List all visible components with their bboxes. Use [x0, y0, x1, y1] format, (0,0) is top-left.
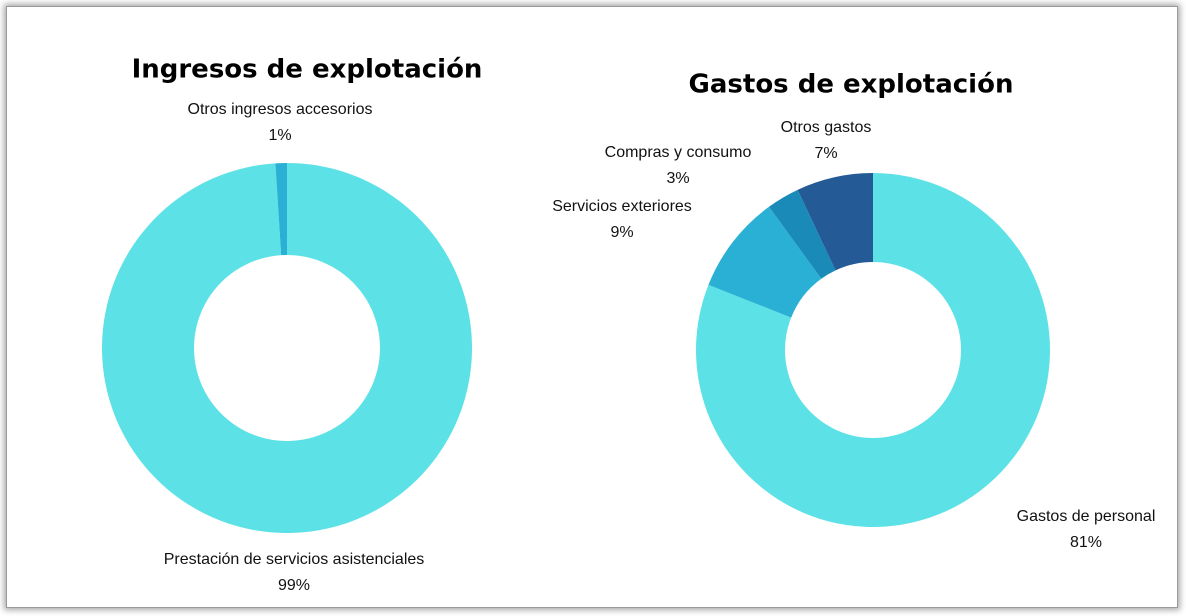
chart-title: Gastos de explotación — [689, 70, 1014, 100]
slice-value-label: 81% — [1070, 534, 1102, 551]
donut-slice — [696, 173, 1051, 527]
donut-slice — [708, 206, 822, 318]
donut-slice — [768, 189, 836, 279]
slice-label: Servicios exteriores — [552, 198, 692, 215]
slice-label: Gastos de personal — [1017, 508, 1156, 525]
slice-label: Prestación de servicios asistenciales — [164, 551, 425, 568]
slice-value-label: 7% — [814, 145, 837, 162]
chart-title: Ingresos de explotación — [132, 55, 483, 85]
donut-slice — [275, 163, 287, 256]
donut-slice — [797, 173, 873, 271]
donut-slice — [102, 163, 473, 533]
slice-value-label: 3% — [666, 170, 689, 187]
slice-value-label: 1% — [268, 127, 291, 144]
slice-value-label: 99% — [278, 577, 310, 594]
slice-label: Otros ingresos accesorios — [188, 101, 373, 118]
slice-label: Otros gastos — [781, 119, 872, 136]
slice-value-label: 9% — [610, 224, 633, 241]
slice-label: Compras y consumo — [605, 144, 752, 161]
